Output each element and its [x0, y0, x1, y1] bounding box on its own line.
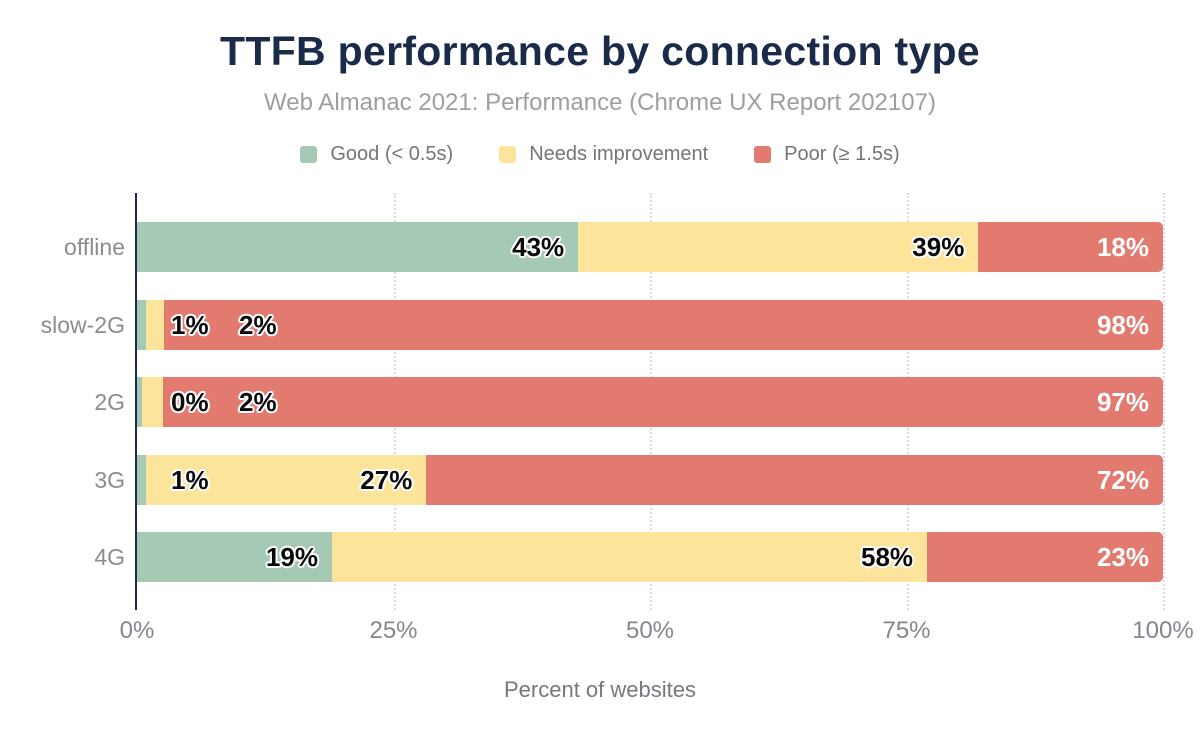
value-label: 98% [1096, 310, 1149, 340]
category-label: 4G [94, 544, 125, 570]
x-tick-label: 0% [119, 617, 155, 644]
bar-segment-poor[interactable] [978, 222, 1163, 272]
value-label: 23% [1096, 542, 1149, 572]
bar-segment-poor[interactable] [163, 300, 1163, 350]
bar-segment-good[interactable] [137, 300, 147, 350]
value-label: 18% [1096, 232, 1149, 262]
bar-segment-poor[interactable] [927, 532, 1163, 582]
chart-title: TTFB performance by connection type [220, 28, 980, 74]
x-axis-title: Percent of websites [504, 677, 696, 702]
bar-segment-needs-improvement[interactable] [146, 455, 427, 505]
bar-row [137, 377, 1163, 427]
x-tick-label: 75% [882, 617, 931, 644]
legend: Good (< 0.5s) Needs improvement Poor (≥ 1.… [0, 143, 1200, 166]
category-label: 3G [94, 467, 125, 493]
value-label: 72% [1096, 465, 1149, 495]
bar-segment-needs-improvement[interactable] [331, 532, 928, 582]
bar-segment-good[interactable] [137, 377, 143, 427]
x-tick-label: 50% [625, 617, 675, 644]
chart-subtitle: Web Almanac 2021: Performance (Chrome UX… [264, 89, 936, 116]
value-label: 97% [1096, 387, 1149, 417]
value-label: 27% [360, 465, 413, 495]
bar-row [137, 532, 1163, 582]
value-label: 39% [912, 232, 965, 262]
legend-label: Poor (≥ 1.5s) [784, 143, 900, 165]
bar-row [137, 300, 1163, 350]
bar-segment-needs-improvement[interactable] [578, 222, 979, 272]
bar-segment-poor[interactable] [162, 377, 1163, 427]
x-tick-label: 100% [1132, 617, 1194, 644]
value-label: 43% [512, 232, 565, 262]
value-label: 2% [239, 387, 277, 417]
legend-label: Needs improvement [529, 143, 709, 165]
category-label: slow-2G [40, 312, 125, 338]
legend-swatch-icon [499, 146, 517, 163]
legend-item-2[interactable]: Poor (≥ 1.5s) [754, 143, 900, 166]
bar-segment-needs-improvement[interactable] [146, 300, 164, 350]
bar-segment-good[interactable] [137, 532, 332, 582]
x-tick-label: 25% [369, 617, 418, 644]
category-label: 2G [94, 389, 125, 415]
value-label: 1% [171, 465, 209, 495]
category-label: offline [64, 234, 125, 260]
legend-swatch-icon [300, 146, 318, 163]
value-label: 58% [860, 542, 914, 572]
legend-item-1[interactable]: Needs improvement [499, 143, 708, 166]
legend-label: Good (< 0.5s) [330, 143, 454, 165]
legend-item-0[interactable]: Good (< 0.5s) [300, 143, 453, 166]
bar-segment-good[interactable] [137, 455, 147, 505]
bar-segment-poor[interactable] [426, 455, 1163, 505]
bar-segment-good[interactable] [137, 222, 579, 272]
bar-segment-needs-improvement[interactable] [142, 377, 163, 427]
plot-area: 43% 39% 18% 1% 2% 98% 0% 2% 97% 1% 27% 72% 19% 58% 23% [135, 193, 1165, 610]
value-label: 19% [265, 542, 318, 572]
y-axis-line [135, 193, 137, 610]
gridline [1163, 193, 1165, 610]
value-label: 1% [171, 310, 209, 340]
value-label: 0% [171, 387, 209, 417]
bar-row [137, 455, 1163, 505]
bar-row [137, 222, 1163, 272]
value-label: 2% [239, 310, 277, 340]
legend-swatch-icon [754, 146, 772, 163]
